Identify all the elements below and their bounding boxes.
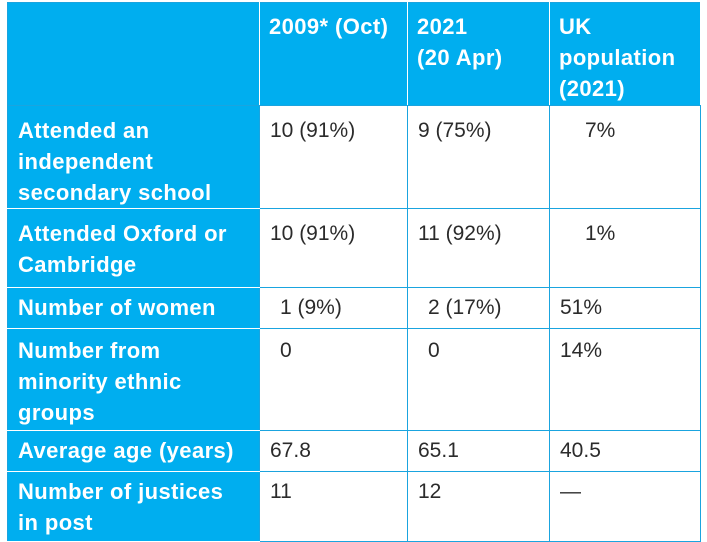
column-header-uk-population: UK population (2021) — [549, 2, 701, 106]
table-row: Number from minority ethnic groups 0 0 1… — [7, 328, 701, 431]
table-row: Average age (years) 67.8 65.1 40.5 — [7, 430, 701, 472]
table-cell: 1 (9%) — [259, 287, 408, 329]
row-header-line: Attended an — [18, 118, 150, 143]
table-cell: 10 (91%) — [259, 208, 408, 288]
table-cell: 1% — [549, 208, 701, 288]
table-cell: 0 — [407, 328, 550, 431]
row-header-minority-ethnic: Number from minority ethnic groups — [7, 328, 260, 431]
row-header-line: minority ethnic — [18, 369, 182, 394]
table-cell: 12 — [407, 471, 550, 542]
row-header-line: in post — [18, 510, 93, 535]
table-cell: 51% — [549, 287, 701, 329]
table-cell: 67.8 — [259, 430, 408, 472]
cell-value: 0 — [428, 339, 440, 362]
cell-value: 14% — [560, 339, 603, 362]
table-row: Number of justices in post 11 12 — — [7, 471, 701, 542]
judiciary-diversity-table: 2009* (Oct) 2021 (20 Apr) UK population … — [7, 2, 701, 542]
table-cell: 9 (75%) — [407, 105, 550, 209]
row-header-oxford-cambridge: Attended Oxford or Cambridge — [7, 208, 260, 288]
row-header-line: Average age (years) — [18, 438, 234, 463]
table-cell: 10 (91%) — [259, 105, 408, 209]
row-header-line: independent — [18, 149, 154, 174]
cell-value: 12 — [418, 480, 442, 503]
header-row: 2009* (Oct) 2021 (20 Apr) UK population … — [7, 2, 701, 106]
row-header-line: Number from — [18, 338, 161, 363]
table-cell: 40.5 — [549, 430, 701, 472]
column-header-line: population — [559, 45, 676, 70]
cell-value: 9 (75%) — [418, 119, 492, 142]
cell-value: 1% — [585, 222, 616, 245]
cell-value: 51% — [560, 296, 603, 319]
table-cell: 7% — [549, 105, 701, 209]
cell-value: — — [560, 480, 581, 503]
cell-value: 10 (91%) — [270, 119, 356, 142]
table-cell: 11 — [259, 471, 408, 542]
column-header-line: 2009* (Oct) — [269, 14, 389, 39]
cell-value: 10 (91%) — [270, 222, 356, 245]
column-header-line: (2021) — [559, 76, 625, 101]
row-header-justices-in-post: Number of justices in post — [7, 471, 260, 542]
cell-value: 2 (17%) — [428, 296, 502, 319]
row-header-women: Number of women — [7, 287, 260, 329]
table-row: Attended an independent secondary school… — [7, 105, 701, 209]
row-header-line: Attended Oxford or — [18, 221, 227, 246]
table-cell: 0 — [259, 328, 408, 431]
table-cell: 14% — [549, 328, 701, 431]
table-cell: — — [549, 471, 701, 542]
column-header-line: (20 Apr) — [417, 45, 503, 70]
row-header-line: secondary school — [18, 180, 212, 205]
column-header-line: UK — [559, 14, 592, 39]
cell-value: 40.5 — [560, 439, 601, 462]
row-header-independent-school: Attended an independent secondary school — [7, 105, 260, 209]
table-row: Number of women 1 (9%) 2 (17%) 51% — [7, 287, 701, 329]
cell-value: 65.1 — [418, 439, 459, 462]
table-cell: 11 (92%) — [407, 208, 550, 288]
corner-cell — [7, 2, 260, 106]
table-cell: 2 (17%) — [407, 287, 550, 329]
column-header-line: 2021 — [417, 14, 468, 39]
column-header-2009: 2009* (Oct) — [259, 2, 408, 106]
cell-value: 67.8 — [270, 439, 311, 462]
column-header-2021: 2021 (20 Apr) — [407, 2, 550, 106]
row-header-line: Cambridge — [18, 252, 137, 277]
cell-value: 1 (9%) — [280, 296, 342, 319]
row-header-average-age: Average age (years) — [7, 430, 260, 472]
cell-value: 0 — [280, 339, 292, 362]
row-header-line: Number of justices — [18, 479, 224, 504]
cell-value: 11 (92%) — [418, 222, 502, 245]
table-cell: 65.1 — [407, 430, 550, 472]
row-header-line: Number of women — [18, 295, 216, 320]
cell-value: 11 — [270, 480, 292, 503]
row-header-line: groups — [18, 400, 95, 425]
table-row: Attended Oxford or Cambridge 10 (91%) 11… — [7, 208, 701, 288]
cell-value: 7% — [585, 119, 616, 142]
